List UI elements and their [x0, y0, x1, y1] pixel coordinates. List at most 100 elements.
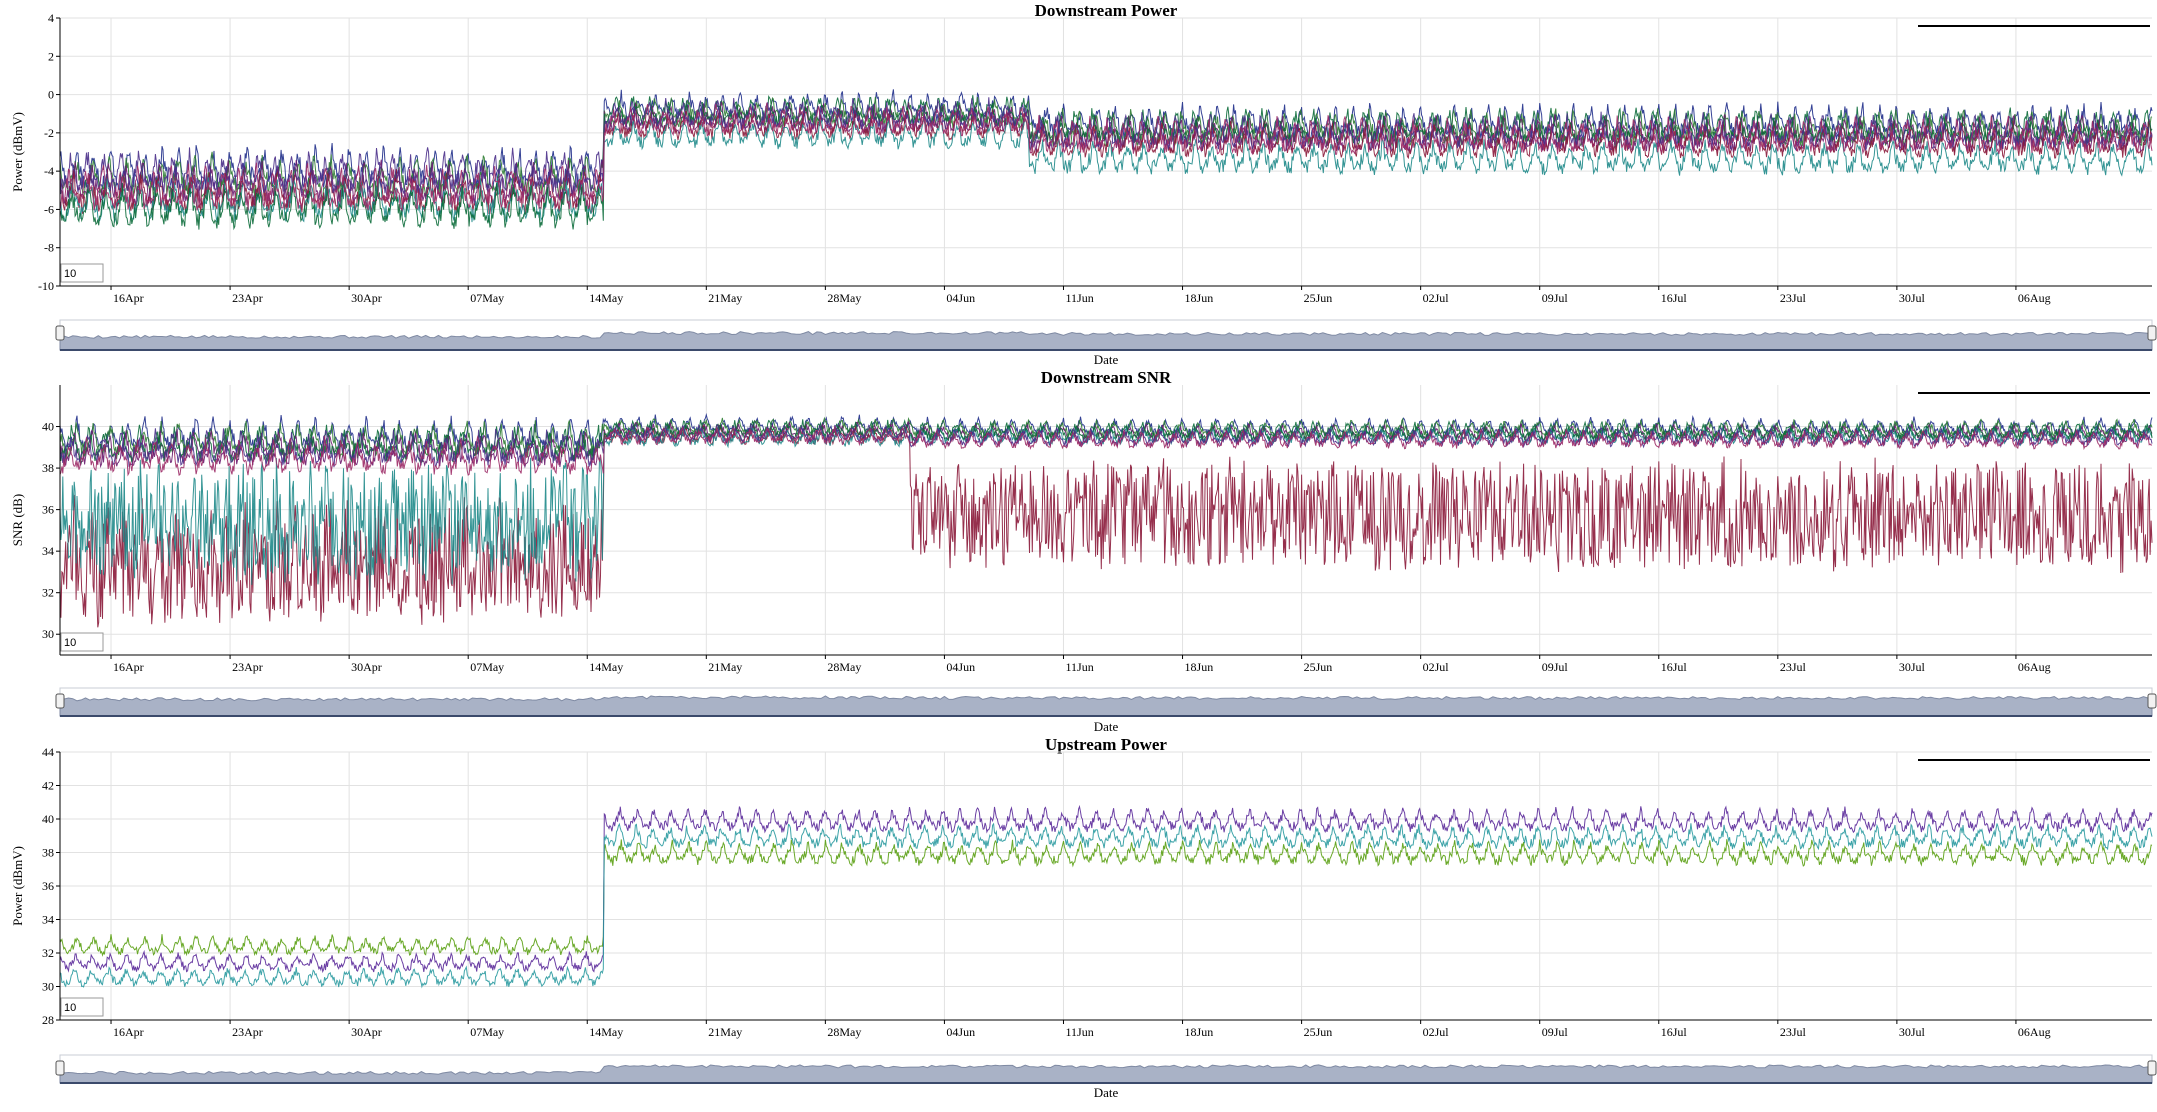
range-selector-profile [59, 1064, 2153, 1084]
y-tick-label: 32 [42, 586, 54, 600]
x-tick-label: 04Jun [946, 291, 975, 305]
x-tick-label: 09Jul [1542, 291, 1569, 305]
series-line-7 [59, 425, 2153, 477]
x-tick-label: 28May [827, 1025, 861, 1039]
x-tick-label: 06Aug [2018, 1025, 2051, 1039]
range-handle-right[interactable] [2147, 325, 2157, 341]
x-tick-label: 21May [708, 291, 742, 305]
x-tick-label: 06Aug [2018, 291, 2051, 305]
y-tick-label: 4 [48, 11, 54, 25]
roll-period-value[interactable]: 10 [64, 1002, 76, 1014]
roll-period-box[interactable] [60, 997, 104, 1017]
x-tick-label: 30Jul [1899, 291, 1926, 305]
x-tick-label: 23Apr [232, 291, 263, 305]
y-tick-label: 30 [42, 980, 54, 994]
x-tick-label: 25Jun [1304, 1025, 1333, 1039]
x-tick-label: 02Jul [1423, 291, 1450, 305]
series-line-2 [59, 420, 2153, 469]
chart-title: Downstream Power [1035, 1, 1178, 20]
x-tick-label: 23Jul [1780, 291, 1807, 305]
roll-period-input[interactable]: 10 [60, 997, 104, 1017]
x-tick-label: 11Jun [1065, 291, 1093, 305]
y-tick-label: 40 [42, 420, 54, 434]
series-line-6 [59, 423, 2153, 468]
range-selector[interactable] [55, 319, 2157, 351]
x-tick-label: 30Apr [351, 660, 382, 674]
x-tick-label: 07May [470, 291, 504, 305]
y-tick-label: 32 [42, 946, 54, 960]
x-tick-label: 06Aug [2018, 660, 2051, 674]
x-tick-label: 16Jul [1661, 660, 1688, 674]
x-tick-label: 07May [470, 660, 504, 674]
x-tick-label: 23Apr [232, 1025, 263, 1039]
x-tick-label: 21May [708, 660, 742, 674]
x-tick-label: 28May [827, 660, 861, 674]
range-selector-profile [59, 695, 2153, 717]
x-tick-label: 14May [589, 1025, 623, 1039]
y-tick-label: 38 [42, 461, 54, 475]
x-tick-label: 23Jul [1780, 660, 1807, 674]
y-tick-label: 38 [42, 846, 54, 860]
range-handle-right[interactable] [2147, 1060, 2157, 1076]
x-tick-label: 04Jun [946, 1025, 975, 1039]
x-tick-label: 16Jul [1661, 291, 1688, 305]
x-tick-label: 18Jun [1185, 1025, 1214, 1039]
x-tick-label: 30Apr [351, 1025, 382, 1039]
roll-period-box[interactable] [60, 632, 104, 652]
range-selector[interactable] [55, 687, 2157, 717]
x-tick-label: 16Apr [113, 1025, 144, 1039]
x-tick-label: 16Jul [1661, 1025, 1688, 1039]
x-axis-label: Date [1094, 352, 1119, 367]
x-tick-label: 18Jun [1185, 660, 1214, 674]
roll-period-value[interactable]: 10 [64, 637, 76, 649]
series-line-7 [59, 102, 2153, 213]
roll-period-box[interactable] [60, 263, 104, 283]
x-tick-label: 11Jun [1065, 1025, 1093, 1039]
y-axis-label: SNR (dB) [10, 494, 25, 546]
range-handle-right[interactable] [2147, 693, 2157, 709]
x-axis-label: Date [1094, 1085, 1119, 1100]
range-handle-left[interactable] [55, 325, 65, 341]
range-selector-profile [59, 331, 2153, 351]
x-tick-label: 02Jul [1423, 660, 1450, 674]
panel-0: Downstream Power -10 -8 -6 -4 -2 0 2 4 16Apr 23Apr… [10, 1, 2157, 367]
y-tick-label: 36 [42, 879, 54, 893]
y-tick-label: 34 [42, 544, 54, 558]
x-tick-label: 14May [589, 291, 623, 305]
x-tick-label: 30Jul [1899, 660, 1926, 674]
range-selector[interactable] [55, 1054, 2157, 1084]
x-axis-label: Date [1094, 719, 1119, 734]
y-tick-label: 28 [42, 1013, 54, 1027]
y-tick-label: 40 [42, 812, 54, 826]
y-tick-label: 34 [42, 913, 54, 927]
series-line-3 [59, 424, 2153, 628]
range-handle-left[interactable] [55, 1060, 65, 1076]
chart-title: Downstream SNR [1041, 368, 1172, 387]
y-tick-label: -10 [38, 279, 54, 293]
roll-period-value[interactable]: 10 [64, 268, 76, 280]
panel-1: Downstream SNR 30 32 34 36 38 40 16Apr 23Apr 30Ap… [10, 368, 2157, 734]
x-tick-label: 25Jun [1304, 660, 1333, 674]
y-tick-label: 30 [42, 627, 54, 641]
x-tick-label: 30Apr [351, 291, 382, 305]
y-tick-label: 42 [42, 779, 54, 793]
range-handle-left[interactable] [55, 693, 65, 709]
x-tick-label: 25Jun [1304, 291, 1333, 305]
roll-period-input[interactable]: 10 [60, 263, 104, 283]
y-tick-label: 0 [48, 88, 54, 102]
y-axis-label: Power (dBmV) [10, 846, 25, 926]
series-line-0 [59, 839, 2153, 957]
x-tick-label: 23Apr [232, 660, 263, 674]
x-tick-label: 09Jul [1542, 660, 1569, 674]
y-tick-label: -8 [44, 241, 54, 255]
y-tick-label: -6 [44, 202, 54, 216]
series-line-2 [59, 822, 2153, 989]
x-tick-label: 16Apr [113, 291, 144, 305]
series-line-4 [59, 118, 2153, 224]
x-tick-label: 30Jul [1899, 1025, 1926, 1039]
roll-period-input[interactable]: 10 [60, 632, 104, 652]
panel-2: Upstream Power 28 30 32 34 36 38 40 42 44 16Apr 23A… [10, 735, 2157, 1100]
x-tick-label: 07May [470, 1025, 504, 1039]
y-tick-label: 36 [42, 503, 54, 517]
